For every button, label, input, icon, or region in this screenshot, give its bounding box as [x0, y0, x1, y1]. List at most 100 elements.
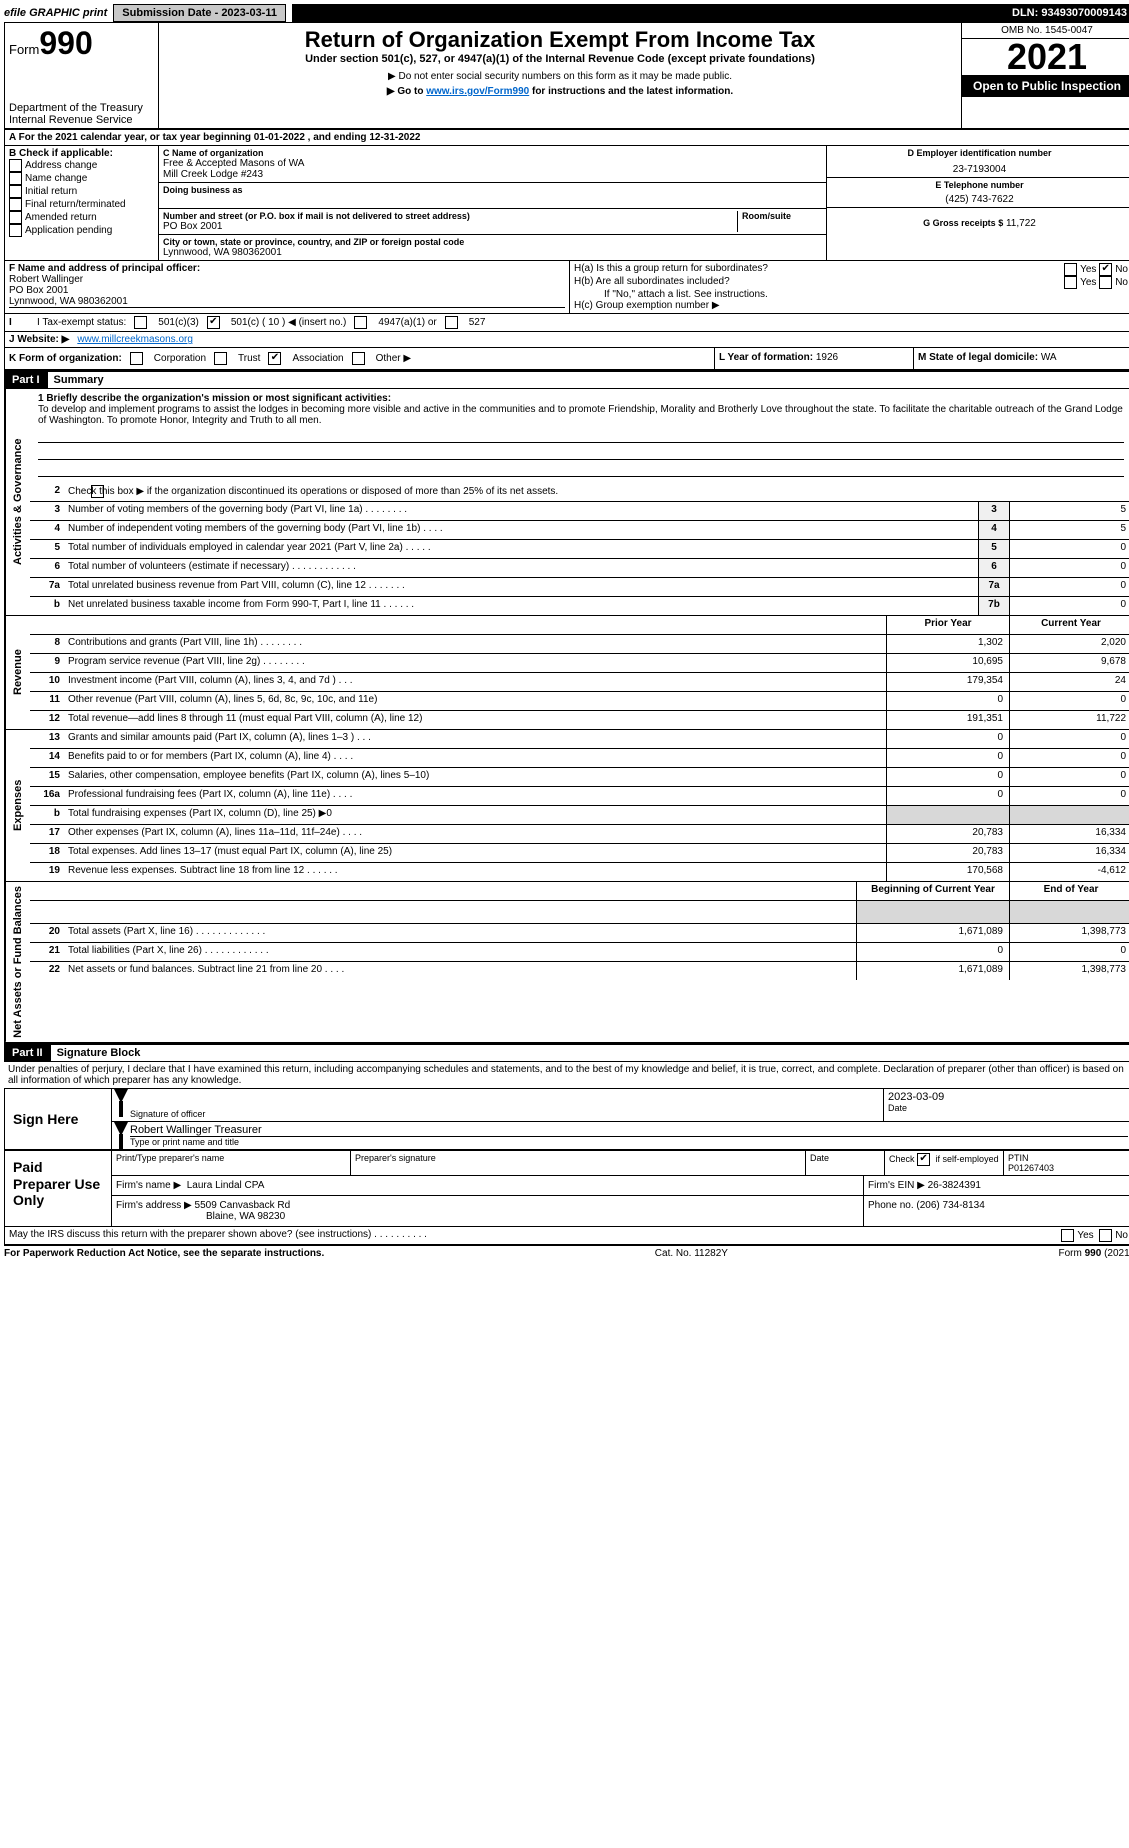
- col-prior-year: Prior Year: [886, 616, 1009, 634]
- f-addr1: PO Box 2001: [9, 285, 565, 296]
- form-title: Return of Organization Exempt From Incom…: [163, 27, 957, 53]
- sign-here-label: Sign Here: [5, 1089, 112, 1149]
- irs-form990-link[interactable]: www.irs.gov/Form990: [426, 86, 529, 97]
- ha-no-checkbox[interactable]: [1099, 263, 1112, 276]
- tax-year: 2021: [962, 39, 1129, 75]
- city-label: City or town, state or province, country…: [163, 237, 822, 247]
- prep-h1: Print/Type preparer's name: [112, 1151, 351, 1175]
- identity-block: B Check if applicable: Address change Na…: [4, 146, 1129, 261]
- checkbox-amended-return[interactable]: [9, 211, 22, 224]
- col-boy: Beginning of Current Year: [856, 882, 1009, 900]
- discuss-no-checkbox[interactable]: [1099, 1229, 1112, 1242]
- l5-value: 0: [1009, 540, 1129, 558]
- mission-label: 1 Briefly describe the organization's mi…: [38, 393, 1124, 404]
- e-phone-value: (425) 743-7622: [831, 194, 1128, 205]
- mission-text: To develop and implement programs to ass…: [38, 404, 1124, 426]
- checkbox-application-pending[interactable]: [9, 224, 22, 237]
- k-assoc-checkbox[interactable]: [268, 352, 281, 365]
- page-footer: For Paperwork Reduction Act Notice, see …: [4, 1246, 1129, 1261]
- l3-value: 5: [1009, 502, 1129, 520]
- website-link[interactable]: www.millcreekmasons.org: [77, 334, 193, 345]
- l2-checkbox[interactable]: [91, 485, 104, 498]
- footer-right: Form 990 (2021): [1059, 1248, 1129, 1259]
- activities-governance-section: Activities & Governance 1 Briefly descri…: [4, 389, 1129, 616]
- l6-value: 0: [1009, 559, 1129, 577]
- side-expenses: Expenses: [5, 730, 30, 881]
- g-gross-label: G Gross receipts $: [923, 218, 1003, 228]
- goto-pre: ▶ Go to: [387, 86, 426, 97]
- signature-arrow-icon-2: [114, 1122, 128, 1150]
- l7b-value: 0: [1009, 597, 1129, 615]
- goto-post: for instructions and the latest informat…: [529, 86, 733, 97]
- m-value: WA: [1041, 352, 1057, 363]
- street-label: Number and street (or P.O. box if mail i…: [163, 211, 737, 221]
- klm-row: K Form of organization: Corporation Trus…: [4, 348, 1129, 371]
- checkbox-final-return[interactable]: [9, 198, 22, 211]
- firm-ein: 26-3824391: [928, 1180, 981, 1191]
- ha-label: H(a) Is this a group return for subordin…: [574, 263, 768, 276]
- open-public-badge: Open to Public Inspection: [962, 75, 1129, 97]
- self-employed-checkbox[interactable]: [917, 1153, 930, 1166]
- net-assets-section: Net Assets or Fund Balances Beginning of…: [4, 882, 1129, 1044]
- part2-title: Signature Block: [51, 1045, 147, 1061]
- efile-label: efile GRAPHIC print: [4, 7, 107, 19]
- tax-exempt-row: I I Tax-exempt status: 501(c)(3) 501(c) …: [4, 314, 1129, 332]
- hb-label: H(b) Are all subordinates included?: [574, 276, 730, 289]
- i-label: I Tax-exempt status:: [37, 317, 126, 328]
- a-calendar-year: A For the 2021 calendar year, or tax yea…: [4, 130, 1129, 146]
- hb-note: If "No," attach a list. See instructions…: [574, 289, 1128, 300]
- hc-label: H(c) Group exemption number ▶: [574, 300, 1128, 311]
- side-net-assets: Net Assets or Fund Balances: [5, 882, 30, 1042]
- firm-name: Laura Lindal CPA: [187, 1180, 265, 1191]
- i-527-checkbox[interactable]: [445, 316, 458, 329]
- k-other-checkbox[interactable]: [352, 352, 365, 365]
- i-501c3-checkbox[interactable]: [134, 316, 147, 329]
- b-label: B Check if applicable:: [9, 148, 154, 159]
- room-label: Room/suite: [742, 211, 822, 221]
- revenue-section: Revenue Prior YearCurrent Year 8Contribu…: [4, 616, 1129, 730]
- website-row: J Website: ▶ www.millcreekmasons.org: [4, 332, 1129, 348]
- ptin-label: PTIN: [1008, 1153, 1128, 1163]
- sig-date-label: Date: [888, 1103, 1128, 1113]
- hb-no-checkbox[interactable]: [1099, 276, 1112, 289]
- k-trust-checkbox[interactable]: [214, 352, 227, 365]
- discuss-yes-checkbox[interactable]: [1061, 1229, 1074, 1242]
- part1-bar: Part I Summary: [4, 371, 1129, 389]
- m-label: M State of legal domicile:: [918, 352, 1038, 363]
- part1-title: Summary: [48, 372, 110, 388]
- dept-treasury: Department of the Treasury: [9, 102, 154, 114]
- penalties-text: Under penalties of perjury, I declare th…: [4, 1062, 1129, 1089]
- f-name: Robert Wallinger: [9, 274, 565, 285]
- expenses-section: Expenses 13Grants and similar amounts pa…: [4, 730, 1129, 882]
- footer-left: For Paperwork Reduction Act Notice, see …: [4, 1248, 324, 1259]
- l7a-value: 0: [1009, 578, 1129, 596]
- prep-h2: Preparer's signature: [351, 1151, 806, 1175]
- submission-date-button[interactable]: Submission Date - 2023-03-11: [113, 4, 286, 22]
- org-name-2: Mill Creek Lodge #243: [163, 169, 822, 180]
- i-4947-checkbox[interactable]: [354, 316, 367, 329]
- checkbox-initial-return[interactable]: [9, 185, 22, 198]
- city-value: Lynnwood, WA 980362001: [163, 247, 822, 258]
- sign-here-block: Sign Here Signature of officer 2023-03-0…: [4, 1089, 1129, 1150]
- sig-officer-label: Signature of officer: [130, 1109, 879, 1119]
- side-revenue: Revenue: [5, 616, 30, 729]
- checkbox-address-change[interactable]: [9, 159, 22, 172]
- street-value: PO Box 2001: [163, 221, 737, 232]
- i-501c-checkbox[interactable]: [207, 316, 220, 329]
- discuss-text: May the IRS discuss this return with the…: [9, 1229, 1061, 1242]
- dba-label: Doing business as: [163, 185, 822, 195]
- col-eoy: End of Year: [1009, 882, 1129, 900]
- checkbox-name-change[interactable]: [9, 172, 22, 185]
- hb-yes-checkbox[interactable]: [1064, 276, 1077, 289]
- j-label: J Website: ▶: [9, 334, 69, 345]
- g-gross-value: 11,722: [1006, 218, 1036, 229]
- part2-bar: Part II Signature Block: [4, 1044, 1129, 1062]
- paid-preparer-block: Paid Preparer Use Only Print/Type prepar…: [4, 1150, 1129, 1227]
- discuss-row: May the IRS discuss this return with the…: [4, 1227, 1129, 1246]
- org-name-1: Free & Accepted Masons of WA: [163, 158, 822, 169]
- firm-phone: (206) 734-8134: [916, 1200, 984, 1211]
- k-corp-checkbox[interactable]: [130, 352, 143, 365]
- l-value: 1926: [816, 352, 838, 363]
- ha-yes-checkbox[interactable]: [1064, 263, 1077, 276]
- form-subtitle: Under section 501(c), 527, or 4947(a)(1)…: [163, 53, 957, 65]
